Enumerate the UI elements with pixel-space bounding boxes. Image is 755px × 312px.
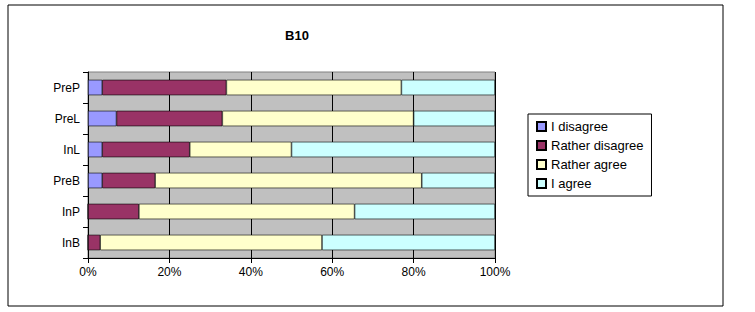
svg-text:InB: InB xyxy=(62,236,80,250)
svg-text:60%: 60% xyxy=(320,265,344,279)
svg-text:0%: 0% xyxy=(79,265,97,279)
svg-text:I agree: I agree xyxy=(551,176,591,191)
svg-text:Rather disagree: Rather disagree xyxy=(551,138,644,153)
svg-text:PreL: PreL xyxy=(55,112,81,126)
svg-text:InP: InP xyxy=(62,205,80,219)
svg-text:20%: 20% xyxy=(157,265,181,279)
svg-text:40%: 40% xyxy=(239,265,263,279)
svg-text:I disagree: I disagree xyxy=(551,119,608,134)
svg-text:100%: 100% xyxy=(480,265,511,279)
svg-text:80%: 80% xyxy=(402,265,426,279)
svg-text:PreB: PreB xyxy=(53,174,80,188)
svg-text:PreP: PreP xyxy=(53,81,80,95)
svg-text:B10: B10 xyxy=(285,28,309,43)
svg-text:Rather agree: Rather agree xyxy=(551,157,627,172)
svg-text:InL: InL xyxy=(63,143,80,157)
